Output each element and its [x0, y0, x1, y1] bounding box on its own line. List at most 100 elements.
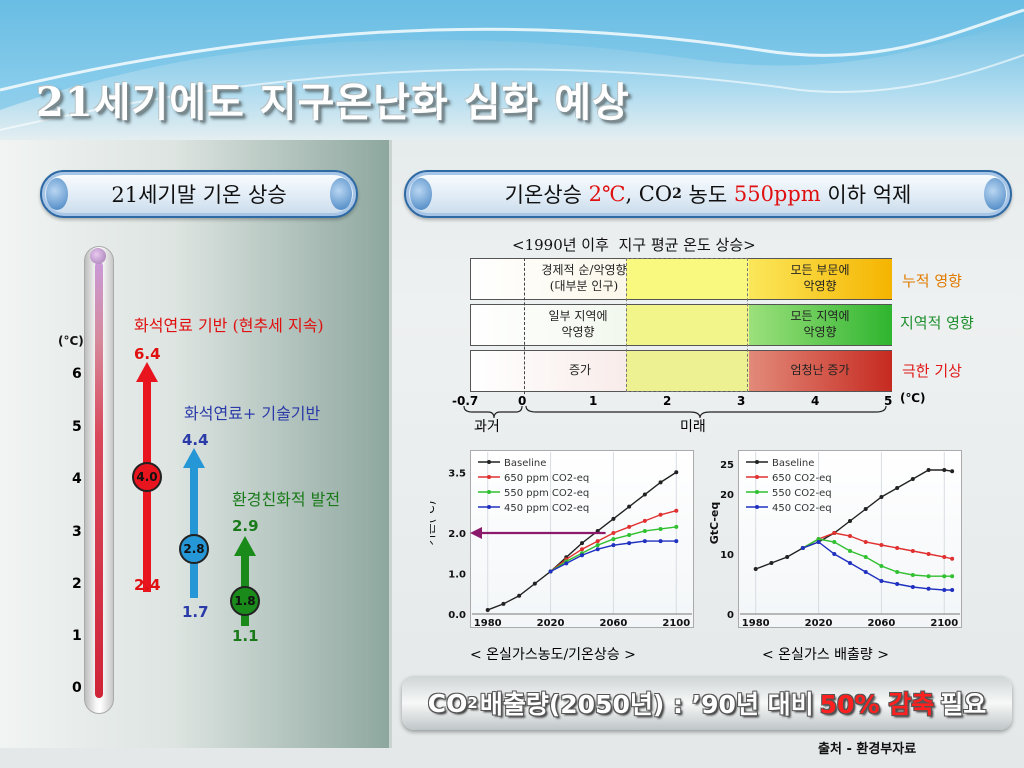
- chart1-series2-point-3: [848, 549, 852, 553]
- left-heading-pill: 21세기말 기온 상승: [40, 170, 358, 218]
- past-label: 과거: [474, 419, 500, 435]
- left-heading-label: 21세기말 기온 상승: [111, 183, 287, 207]
- chart1-legend-dot-3: [755, 505, 759, 509]
- scenario-fossil-mid: 4.0: [132, 462, 162, 492]
- chart0-legend-dot-0: [487, 460, 491, 464]
- chart0-series3-point-5: [627, 541, 632, 546]
- chart1-series2-point-7: [910, 573, 915, 577]
- chart0-legend-label-3: 450 ppm CO2-eq: [504, 503, 589, 514]
- scale-tick-4: 4: [811, 394, 820, 408]
- scale-tick-5: 5: [884, 394, 893, 408]
- chart0-series0-point-11: [658, 480, 663, 485]
- chart0-ytick-1: 1.0: [448, 570, 466, 581]
- banner-sub: 2: [467, 694, 478, 712]
- chart1-xtick-3: 2100: [930, 618, 958, 629]
- chart1-series1-point-5: [879, 543, 884, 547]
- chart1-legend-dot-0: [755, 460, 759, 464]
- chart0-series0-point-12: [674, 470, 679, 475]
- chart1-series2-point-1: [816, 537, 821, 541]
- chart0-legend-dot-2: [487, 490, 491, 494]
- chart1-series3-point-3: [848, 561, 852, 565]
- chart0-legend-dot-1: [487, 475, 491, 479]
- chart1-series3-point-10: [950, 588, 955, 592]
- future-label: 미래: [680, 419, 706, 435]
- chart1-xtick-2: 2060: [868, 618, 896, 629]
- scenario-fossil-high: 6.4: [134, 345, 161, 363]
- row2-side-label: 지역적 영향: [900, 314, 974, 332]
- chart1-series2-point-8: [926, 574, 931, 579]
- row1-right-text: 모든 부문에 악영향: [790, 263, 850, 293]
- chart1-series3-point-7: [910, 585, 915, 589]
- chart1-xtick-0: 1980: [742, 618, 770, 629]
- chart1-series1-point-6: [895, 546, 900, 550]
- scale-tick-3: 3: [737, 394, 746, 408]
- chart0-legend-label-1: 650 ppm CO2-eq: [504, 473, 589, 484]
- chart0-series0-point-3: [532, 581, 537, 586]
- chart1-series0-point-8: [879, 495, 884, 499]
- chart0-series3-point-2: [580, 553, 584, 558]
- target-range-box: [626, 258, 748, 392]
- row3-side-label: 극한 기상: [902, 362, 962, 380]
- chart0-series1-point-8: [674, 508, 679, 513]
- chart0-series0-point-9: [627, 504, 632, 509]
- chart1-series2-point-2: [832, 540, 837, 544]
- chart1-series3-point-0: [800, 546, 805, 550]
- chart0-series2-point-4: [611, 537, 616, 542]
- right-heading-ppm: 550ppm: [733, 182, 821, 206]
- scale-tick-2: 2: [663, 394, 672, 408]
- chart0-series2-point-8: [674, 524, 679, 529]
- chart1-series0-point-12: [942, 468, 947, 472]
- axis-tick-1: 1: [72, 628, 82, 644]
- top-wave-decoration: [0, 0, 1024, 140]
- chart1-series1-point-7: [910, 549, 915, 553]
- chart0-series3-point-7: [658, 539, 663, 544]
- scenario-green-label: 환경친화적 발전: [232, 490, 341, 509]
- chart1-series1-point-2: [832, 531, 837, 535]
- chart0-series1-point-5: [627, 524, 632, 529]
- axis-tick-0: 0: [72, 680, 82, 696]
- axis-tick-4: 4: [72, 471, 82, 487]
- scenario-fossil-label: 화석연료 기반 (현추세 지속): [134, 316, 324, 335]
- chart1-series0-point-0: [753, 567, 758, 571]
- banner-suffix: 필요: [940, 690, 987, 719]
- scenario-tech-label: 화석연료+ 기술기반: [184, 404, 321, 423]
- chart0-xtick-3: 2100: [662, 618, 690, 629]
- scale-tick-0: 0: [518, 394, 527, 408]
- chart1-series2-point-5: [879, 564, 884, 568]
- thermometer-top-bulb: [90, 248, 106, 264]
- chart1-series3-point-4: [863, 570, 868, 574]
- chart1-series-line-3: [802, 541, 953, 591]
- banner-middle: 배출량(2050년) : ’90년 대비: [479, 690, 814, 719]
- right-heading-co2-sub: 2: [672, 186, 682, 202]
- chart1-series3-point-8: [926, 586, 931, 591]
- row1-side-label: 누적 영향: [902, 272, 962, 290]
- chart0-series1-point-2: [580, 547, 584, 552]
- chart0-series3-point-4: [611, 543, 616, 548]
- chart0-ytick-3: 3.5: [448, 468, 466, 479]
- scenario-green-mid: 1.8: [230, 586, 260, 616]
- chart1-series3-point-1: [816, 540, 821, 544]
- temp-unit-label: (°C): [58, 334, 84, 348]
- axis-tick-5: 5: [72, 419, 82, 435]
- chart0-series2-point-3: [595, 543, 600, 548]
- slide-title: 21세기에도 지구온난화 심화 예상: [36, 79, 630, 126]
- scenario-green-low: 1.1: [232, 627, 259, 645]
- chart0-xtick-1: 2020: [537, 618, 565, 629]
- chart0-ytick-0: 0.0: [448, 610, 466, 621]
- chart1-series1-point-4: [863, 540, 868, 544]
- chart0-series3-point-0: [548, 569, 553, 574]
- chart1-ytick-0: 0: [727, 610, 734, 621]
- scenario-tech-low: 1.7: [182, 603, 209, 621]
- chart1-series0-point-13: [950, 469, 955, 474]
- chart0-legend-label-2: 550 ppm CO2-eq: [504, 488, 589, 499]
- chart1-series3-point-6: [895, 582, 900, 586]
- chart1-ytick-3: 25: [720, 460, 734, 471]
- chart-emissions: 1980 2020 2060 2100 0 10 20 25 GtC-eq Baseline 650…: [708, 452, 960, 629]
- chart1-series1-point-8: [926, 552, 931, 556]
- chart1-series1-point-9: [942, 555, 947, 559]
- scenario-tech-arrow: [183, 448, 205, 598]
- chart0-xtick-2: 2060: [600, 618, 628, 629]
- scale-tick-1: 1: [589, 394, 598, 408]
- co2-reduction-banner: CO 2 배출량(2050년) : ’90년 대비 50% 감축 필요: [402, 676, 1012, 730]
- chart0-xtick-0: 1980: [474, 618, 502, 629]
